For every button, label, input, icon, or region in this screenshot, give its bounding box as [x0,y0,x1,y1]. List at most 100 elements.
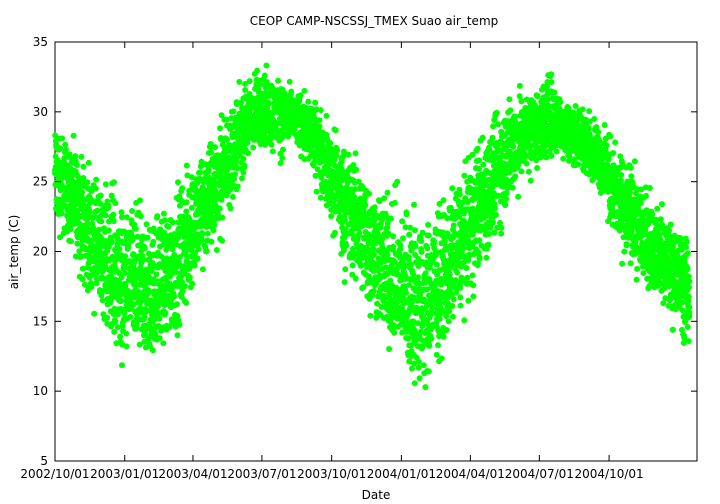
data-point [483,254,490,261]
data-point [352,150,359,157]
data-point [323,112,330,119]
data-point [407,262,414,269]
data-point [429,304,436,311]
data-point [450,222,457,229]
data-point [70,132,77,139]
data-point [415,359,422,365]
data-point [112,200,119,207]
data-point [84,179,91,186]
data-point [439,307,445,313]
data-point [440,333,447,340]
data-point [79,265,86,272]
data-point [543,154,550,161]
data-point [403,289,409,296]
data-point [133,321,140,328]
data-point [130,301,137,308]
data-point [553,148,560,155]
data-point [410,271,417,278]
data-point [127,314,134,320]
data-point [618,172,625,178]
data-point [125,242,132,249]
data-point [79,189,85,196]
data-point [349,230,356,237]
data-point [156,335,163,342]
data-point [469,272,476,279]
data-point [90,224,97,231]
data-point [317,194,324,201]
data-point [93,176,100,183]
data-point [141,245,148,252]
data-point [411,380,418,387]
data-point [534,165,541,171]
data-point [246,91,253,97]
data-point [603,142,610,149]
data-point [406,358,413,365]
data-point [217,125,223,132]
data-point [122,253,129,260]
data-point [518,168,525,175]
data-point [223,116,230,123]
data-point [498,230,505,237]
data-point [262,84,269,91]
data-point [169,246,176,253]
data-point [544,83,550,90]
data-point [461,244,468,251]
data-point [141,313,148,320]
data-point [416,375,423,382]
data-point [110,211,117,218]
data-point [238,99,244,106]
data-point [333,152,340,159]
data-point [619,260,626,267]
data-point [560,155,567,162]
data-point [494,224,501,231]
data-point [349,271,356,278]
data-point [390,243,397,250]
data-point [643,192,649,199]
data-point [129,208,136,214]
data-point [172,269,179,276]
data-point [461,317,468,324]
data-point [208,149,215,156]
data-point [82,246,89,253]
data-point [426,342,433,349]
data-point [336,208,343,215]
data-point [465,257,472,264]
data-point [479,134,486,141]
data-point [345,151,352,158]
data-point [197,163,204,170]
data-point [490,123,497,130]
data-point [317,107,324,114]
data-point [385,230,392,237]
data-point [160,210,167,217]
data-point [146,256,153,263]
data-point [58,210,65,217]
data-point [183,248,190,255]
data-point [114,324,121,331]
chart-title: CEOP CAMP-NSCSSJ_TMEX Suao air_temp [250,14,499,28]
data-point [321,186,328,193]
data-point [328,213,335,220]
data-point [68,238,74,245]
data-point [523,160,530,167]
data-point [143,221,150,228]
data-point [493,109,500,116]
data-point [407,224,414,231]
data-point [96,226,103,233]
data-point [518,98,525,105]
data-point [160,340,167,347]
data-point [179,288,186,295]
data-point [409,299,415,306]
data-point [342,226,349,233]
data-point [118,209,125,216]
data-point [263,79,270,85]
data-point [456,213,463,220]
data-point [199,266,206,273]
data-point [374,300,381,307]
data-point [649,211,656,218]
data-point [216,205,223,212]
data-point [210,227,217,234]
data-point [121,264,128,271]
data-point [490,219,496,226]
data-point [117,298,124,305]
data-point [123,343,130,350]
